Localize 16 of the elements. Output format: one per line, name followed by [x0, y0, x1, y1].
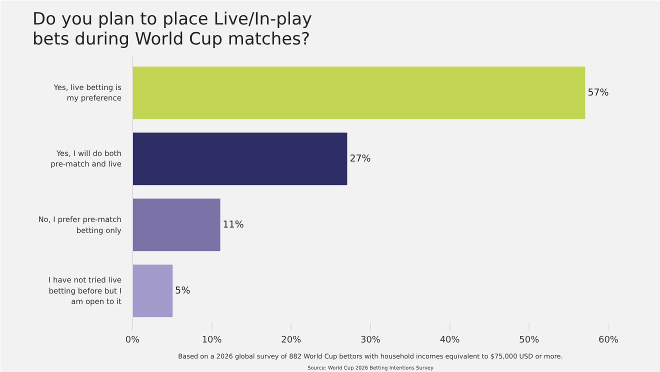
data-label: 27% — [350, 153, 371, 164]
x-tick-label: 50% — [519, 336, 540, 346]
data-label: 5% — [175, 285, 190, 296]
bar — [132, 198, 220, 252]
x-tick-label: 20% — [281, 336, 302, 346]
x-tick-label: 0% — [125, 336, 140, 346]
data-label: 11% — [222, 219, 244, 230]
x-tick-label: 30% — [360, 336, 381, 346]
bar — [132, 264, 173, 318]
bar — [132, 66, 586, 120]
bar — [132, 132, 348, 186]
x-tick-label: 10% — [202, 336, 222, 346]
data-label: 57% — [588, 87, 609, 98]
chart-title: Do you plan to place Live/In-play bets during World Cup matches? — [32, 10, 312, 50]
x-tick-label: 60% — [598, 336, 619, 346]
x-tick-label: 40% — [440, 336, 460, 346]
